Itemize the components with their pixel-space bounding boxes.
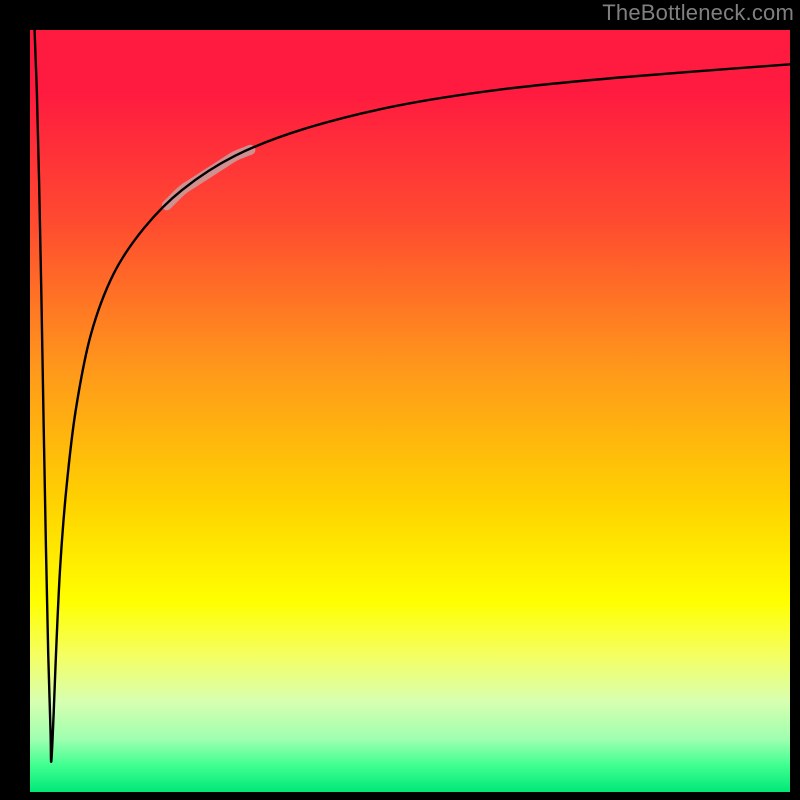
chart-container: TheBottleneck.com xyxy=(0,0,800,800)
plot-background xyxy=(30,30,790,792)
bottleneck-chart xyxy=(0,0,800,800)
